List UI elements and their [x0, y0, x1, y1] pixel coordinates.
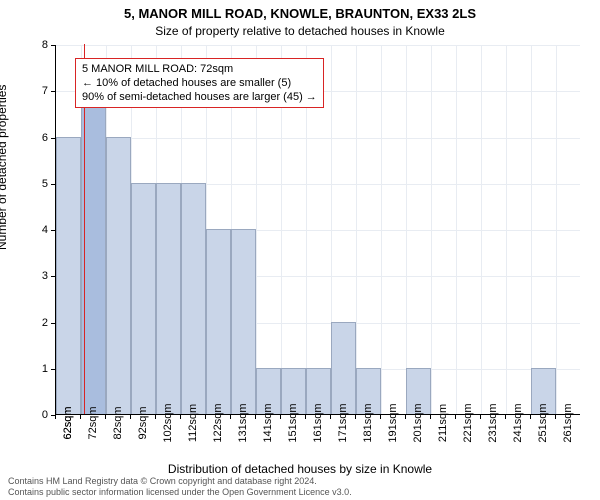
xtick-mark — [155, 415, 156, 419]
chart-container: 5, MANOR MILL ROAD, KNOWLE, BRAUNTON, EX… — [0, 0, 600, 500]
legend-line1: 5 MANOR MILL ROAD: 72sqm — [82, 62, 317, 76]
ytick-mark — [51, 369, 55, 370]
legend-box: 5 MANOR MILL ROAD: 72sqm ← 10% of detach… — [75, 58, 324, 108]
gridline-h — [56, 138, 580, 139]
bar — [231, 229, 256, 414]
xtick-mark — [80, 415, 81, 419]
xtick-mark — [305, 415, 306, 419]
xtick-label: 82sqm — [112, 406, 124, 439]
chart-title-line1: 5, MANOR MILL ROAD, KNOWLE, BRAUNTON, EX… — [0, 6, 600, 21]
ytick-mark — [51, 323, 55, 324]
legend-line2: ← 10% of detached houses are smaller (5) — [82, 76, 317, 90]
xtick-mark — [480, 415, 481, 419]
gridline-v — [481, 45, 482, 414]
xtick-label: 181sqm — [362, 403, 374, 442]
gridline-v — [406, 45, 407, 414]
xtick-mark — [330, 415, 331, 419]
x-axis-label: Distribution of detached houses by size … — [0, 462, 600, 476]
gridline-v — [531, 45, 532, 414]
bar — [106, 137, 131, 415]
gridline-v — [556, 45, 557, 414]
footer-line2: Contains public sector information licen… — [8, 487, 352, 498]
ytick-mark — [51, 184, 55, 185]
bar — [181, 183, 206, 414]
ytick-label: 6 — [18, 132, 48, 144]
xtick-label: 62sqm — [62, 406, 74, 439]
ytick-mark — [51, 138, 55, 139]
xtick-mark — [505, 415, 506, 419]
xtick-label: 112sqm — [187, 404, 199, 442]
gridline-v — [506, 45, 507, 414]
xtick-mark — [555, 415, 556, 419]
bar — [131, 183, 156, 414]
xtick-label: 241sqm — [512, 403, 524, 442]
xtick-mark — [205, 415, 206, 419]
xtick-label: 261sqm — [562, 403, 574, 442]
xtick-label: 102sqm — [162, 403, 174, 442]
ytick-mark — [51, 45, 55, 46]
chart-title-line2: Size of property relative to detached ho… — [0, 24, 600, 38]
xtick-label: 211sqm — [437, 404, 449, 442]
xtick-label: 161sqm — [312, 403, 324, 442]
bar — [56, 137, 81, 415]
xtick-label: 92sqm — [137, 406, 149, 439]
gridline-v — [456, 45, 457, 414]
ytick-label: 4 — [18, 224, 48, 236]
gridline-v — [356, 45, 357, 414]
ytick-label: 5 — [18, 178, 48, 190]
xtick-label: 171sqm — [337, 403, 349, 442]
xtick-mark — [430, 415, 431, 419]
xtick-label: 251sqm — [537, 403, 549, 442]
xtick-mark — [280, 415, 281, 419]
y-axis-label: Number of detached properties — [0, 85, 9, 250]
xtick-mark — [455, 415, 456, 419]
ytick-label: 3 — [18, 270, 48, 282]
ytick-label: 7 — [18, 85, 48, 97]
xtick-label: 122sqm — [212, 403, 224, 442]
xtick-label: 131sqm — [237, 403, 249, 442]
xtick-mark — [130, 415, 131, 419]
gridline-v — [431, 45, 432, 414]
xtick-mark — [105, 415, 106, 419]
gridline-v — [381, 45, 382, 414]
xtick-mark — [255, 415, 256, 419]
xtick-mark — [405, 415, 406, 419]
xtick-label: 221sqm — [462, 403, 474, 442]
ytick-label: 2 — [18, 317, 48, 329]
legend-line3: 90% of semi-detached houses are larger (… — [82, 90, 317, 104]
xtick-mark — [355, 415, 356, 419]
ytick-label: 1 — [18, 363, 48, 375]
bar — [331, 322, 356, 415]
ytick-mark — [51, 230, 55, 231]
xtick-mark — [530, 415, 531, 419]
ytick-label: 0 — [18, 409, 48, 421]
xtick-mark — [180, 415, 181, 419]
xtick-label: 201sqm — [412, 403, 424, 442]
xtick-label: 141sqm — [262, 403, 274, 442]
bar — [156, 183, 181, 414]
xtick-mark — [380, 415, 381, 419]
y-axis-label-text: Number of detached properties — [0, 85, 9, 250]
footer-line1: Contains HM Land Registry data © Crown c… — [8, 476, 352, 487]
xtick-label: 151sqm — [287, 403, 299, 442]
xtick-label: 231sqm — [487, 403, 499, 442]
bar — [81, 90, 106, 414]
footer-attribution: Contains HM Land Registry data © Crown c… — [8, 476, 352, 498]
xtick-label: 72sqm — [87, 406, 99, 439]
ytick-label: 8 — [18, 39, 48, 51]
bar — [206, 229, 231, 414]
ytick-mark — [51, 91, 55, 92]
ytick-mark — [51, 276, 55, 277]
xtick-label: 191sqm — [387, 403, 399, 442]
xtick-mark — [230, 415, 231, 419]
gridline-h — [56, 45, 580, 46]
xtick-mark — [55, 415, 56, 419]
